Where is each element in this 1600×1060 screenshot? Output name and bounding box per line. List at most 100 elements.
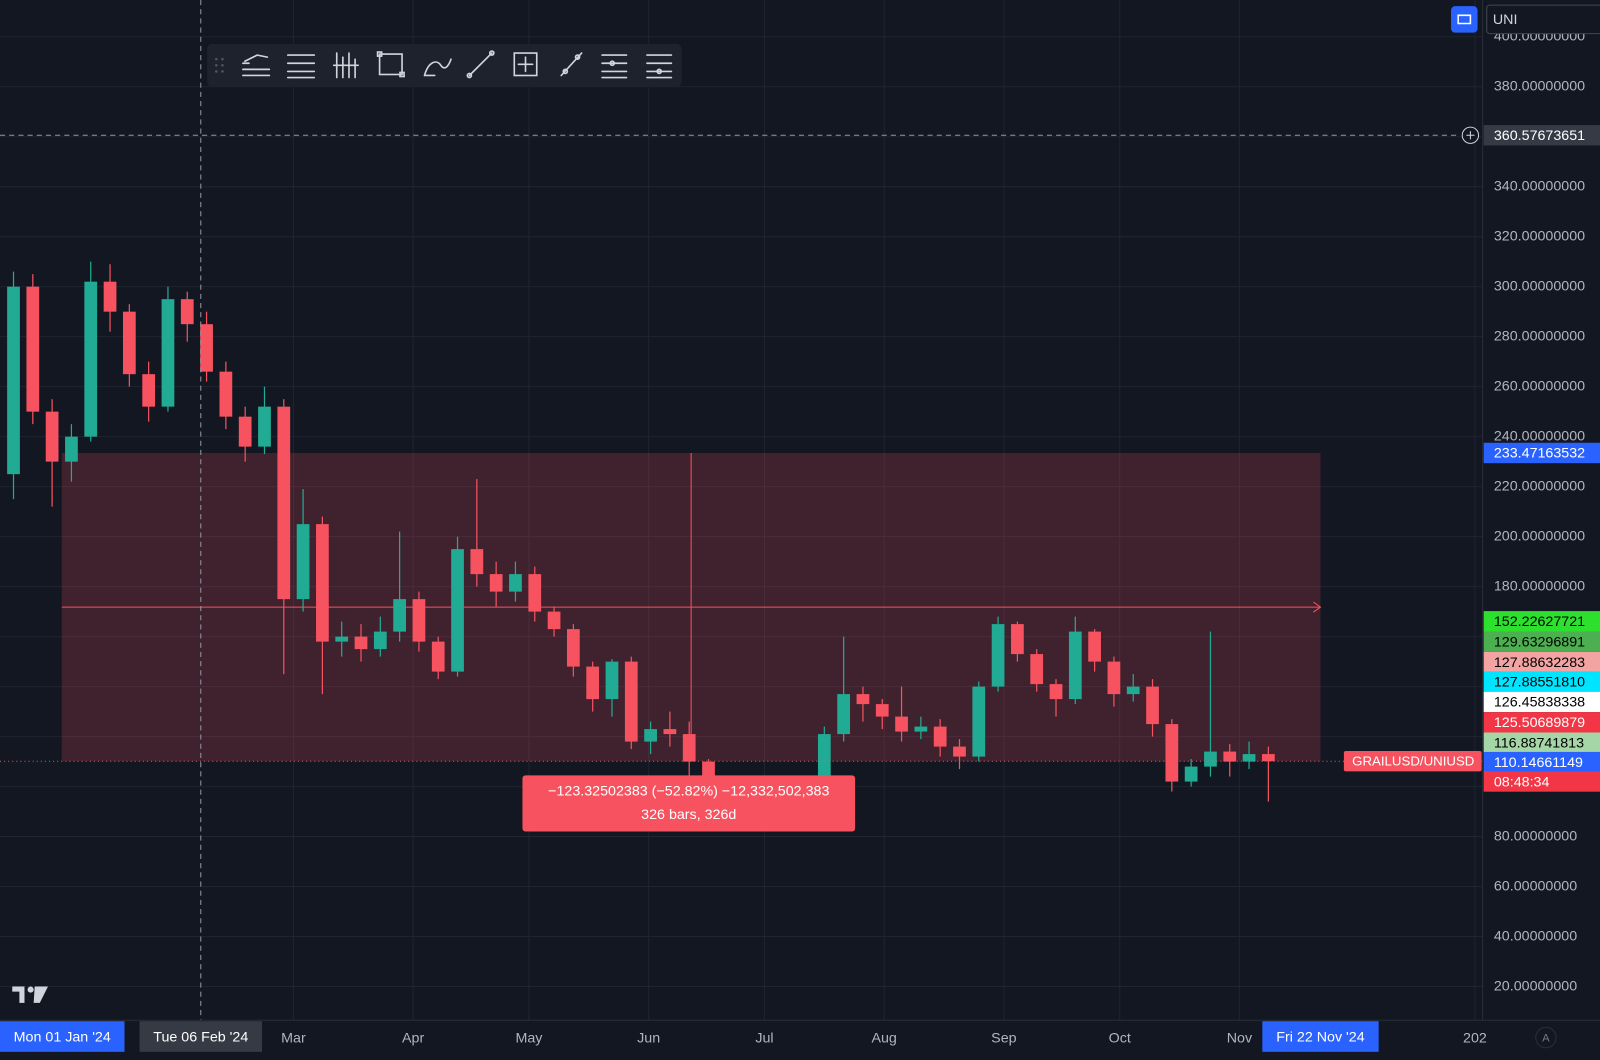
candle-body [277,406,291,600]
candle-body [393,599,406,632]
candle-body [953,746,966,757]
candle-body [161,299,175,407]
candle-body [1011,624,1024,655]
candle-body [1107,661,1121,695]
price-tag-text: 08:48:34 [1494,774,1550,790]
candle-body [1223,751,1237,762]
candle-body [1261,754,1275,762]
y-tick-label: 280.00000000 [1494,328,1585,344]
candle-body [470,549,484,575]
price-tag-text: 116.88741813 [1494,736,1584,752]
candle-body [1068,631,1082,700]
tool-icon[interactable] [601,54,628,79]
candle-body [605,661,619,700]
candle-body [45,411,59,462]
range-top-text: 233.47163532 [1494,446,1585,462]
price-tag-text: 152.22627721 [1494,614,1585,630]
tool-icon[interactable] [646,54,673,79]
symbol-input-text: UNI [1493,12,1518,28]
candle-body [180,299,194,325]
sync-button[interactable] [1451,6,1478,33]
candle-body [84,281,98,437]
candle-body [103,281,117,312]
price-tag [1483,631,1600,652]
candle-body [26,286,40,412]
candle-body [895,716,908,732]
date-tag-text: Mon 01 Jan '24 [14,1029,111,1045]
candle-body [65,436,78,462]
candle-body [122,311,136,375]
candle-body [933,726,947,747]
candle-body [373,631,387,650]
symbol-tag [1343,751,1482,772]
date-tag [1262,1021,1379,1052]
price-scale-labels: 20.00000000 40.00000000 60.00000000 80.0000… [1483,28,1600,994]
symbol-tag-text: GRAILUSD/UNIUSD [1352,754,1474,769]
price-tag [1483,611,1600,632]
add-alert-icon [1466,131,1475,140]
candle-body [991,624,1005,687]
y-tick-label: 340.00000000 [1494,178,1585,194]
price-tag [1483,771,1600,792]
candle-body [316,524,329,642]
price-tag-text: 126.45838338 [1494,695,1585,711]
candle-body [1088,631,1101,662]
x-tick-label: Nov [1227,1030,1253,1046]
tool-icon[interactable] [423,58,452,77]
candle-body [856,694,870,705]
x-tick-label: Apr [402,1030,424,1046]
price-tag [1483,691,1600,713]
tool-icon[interactable] [560,52,583,77]
price-tag-text: 127.88551810 [1494,674,1585,690]
measure-bars: 326 bars, 326d [641,807,736,823]
candle-body [644,729,657,742]
candle-body [817,734,831,787]
tool-icon[interactable] [376,51,405,78]
candle-body [296,524,310,600]
price-tag [1483,732,1600,753]
y-tick-label: 240.00000000 [1494,428,1585,444]
tool-icon[interactable] [513,52,538,77]
y-tick-label: 60.00000000 [1494,878,1577,894]
x-tick-label: Jul [755,1030,773,1046]
candle-body [547,611,561,630]
auto-scale-label: A [1542,1033,1550,1045]
candle-body [586,666,600,700]
x-tick-label: Aug [871,1030,896,1046]
candle-body [1165,724,1179,782]
auto-scale-button[interactable] [1535,1026,1557,1049]
candle-body [837,694,851,735]
y-tick-label: 260.00000000 [1494,378,1585,394]
candle-body [489,574,503,592]
candle-body [431,641,445,672]
price-tag-text: 110.14661149 [1494,755,1583,771]
tool-icon[interactable] [286,54,316,79]
candle-body [335,636,349,642]
x-tick-label: Oct [1109,1030,1131,1046]
price-tag [1483,651,1600,673]
symbol-input[interactable] [1486,4,1600,35]
tool-icon[interactable] [466,50,495,79]
y-tick-label: 220.00000000 [1494,478,1585,494]
tool-icon[interactable] [332,52,359,79]
price-tag-text: 125.50689879 [1494,715,1585,731]
measure-change: −123.32502383 (−52.82%) −12,332,502,383 [548,783,829,799]
price-tag-text: 129.63296891 [1494,634,1585,650]
logo [12,986,48,1003]
tool-icon[interactable] [242,54,271,77]
candle-body [1184,766,1198,782]
candle-body [412,599,426,642]
candle-body [7,286,20,475]
candle-body [200,324,213,372]
candle-body [238,416,252,447]
drag-handle [215,57,224,73]
measure-arrow-head [1313,601,1322,613]
y-tick-label: 40.00000000 [1494,928,1577,944]
price-tag [1483,712,1600,733]
price-scale [1482,0,1600,1021]
candle-body [663,729,677,735]
y-tick-label: 200.00000000 [1494,528,1585,544]
candle-body [142,374,156,407]
sync-icon [1457,14,1472,25]
